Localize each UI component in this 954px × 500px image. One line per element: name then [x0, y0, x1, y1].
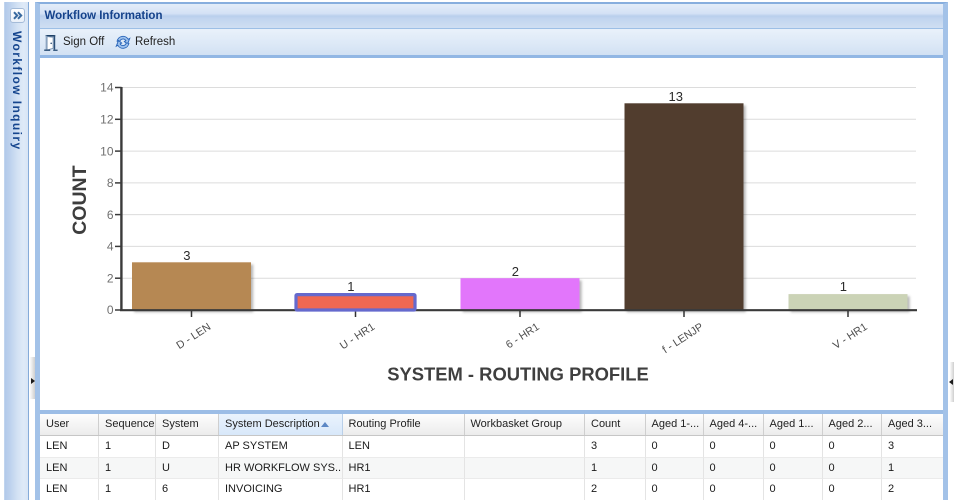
svg-text:D - LEN: D - LEN — [174, 321, 213, 352]
svg-text:V - HR1: V - HR1 — [831, 321, 870, 352]
svg-text:6: 6 — [107, 208, 114, 222]
svg-text:10: 10 — [100, 145, 114, 159]
svg-text:U - HR1: U - HR1 — [338, 321, 377, 352]
svg-text:1: 1 — [840, 279, 847, 294]
svg-text:f - LENJP: f - LENJP — [660, 321, 705, 356]
svg-text:12: 12 — [100, 113, 114, 127]
svg-text:SYSTEM - ROUTING PROFILE: SYSTEM - ROUTING PROFILE — [387, 364, 649, 385]
svg-text:0: 0 — [107, 303, 114, 317]
svg-text:13: 13 — [669, 89, 683, 104]
svg-text:4: 4 — [107, 240, 114, 254]
svg-text:1: 1 — [347, 279, 354, 294]
svg-text:6 - HR1: 6 - HR1 — [504, 321, 542, 351]
svg-text:2: 2 — [512, 264, 519, 279]
svg-text:COUNT: COUNT — [69, 166, 91, 235]
svg-text:8: 8 — [107, 176, 114, 190]
svg-text:3: 3 — [183, 248, 190, 263]
svg-text:14: 14 — [100, 81, 114, 95]
svg-text:2: 2 — [107, 272, 114, 286]
